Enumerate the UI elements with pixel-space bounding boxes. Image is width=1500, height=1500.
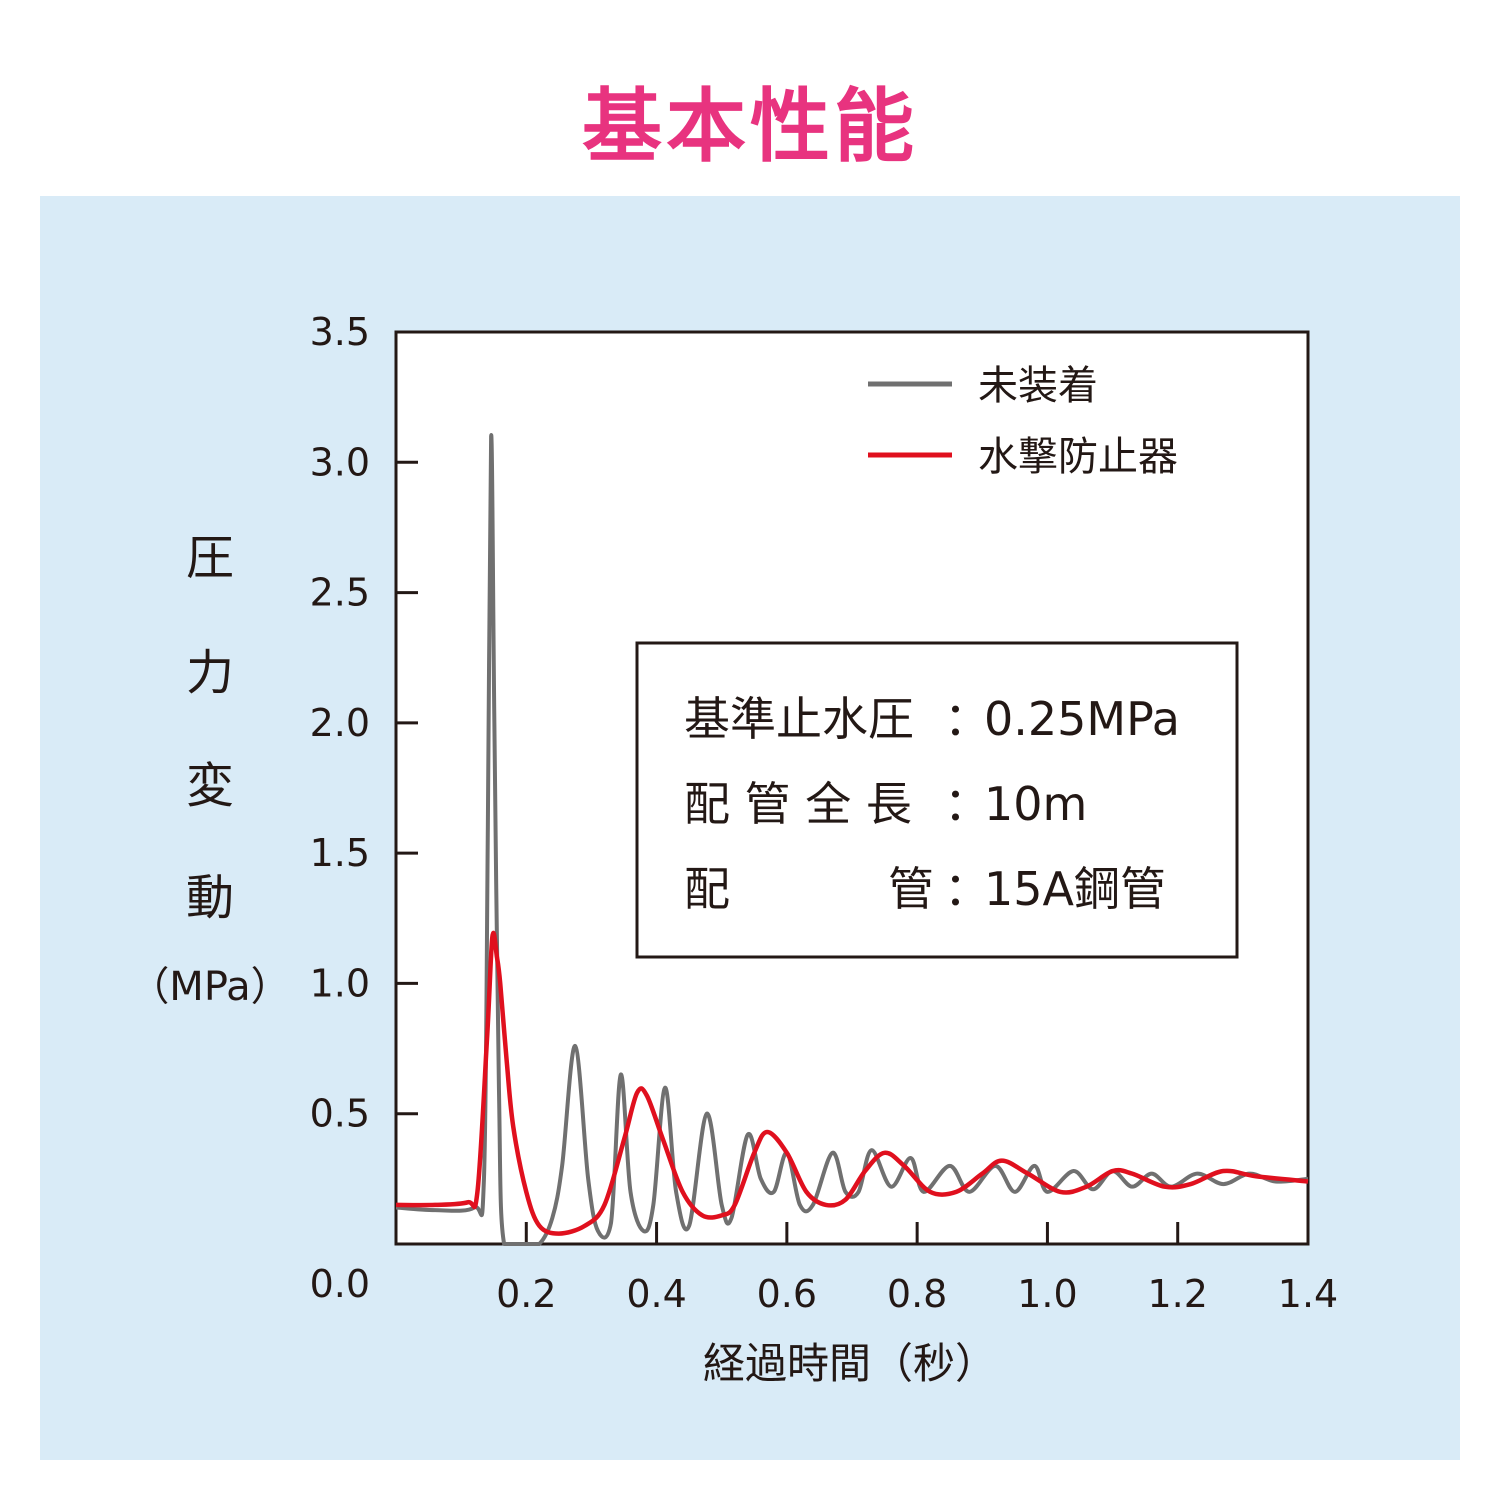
y-axis-title-char: 力 xyxy=(186,645,234,701)
info-sep: ： xyxy=(944,692,990,746)
x-tick-label: 0.6 xyxy=(757,1272,817,1316)
info-label-pipe-right: 管 xyxy=(888,862,934,916)
legend-label-arrester: 水撃防止器 xyxy=(978,434,1178,480)
info-label-stop-pressure: 基準止水圧 xyxy=(684,692,914,746)
info-value-pipe: 15A鋼管 xyxy=(984,862,1166,916)
info-value-pipe-length: 10m xyxy=(984,777,1087,831)
y-tick-label: 3.5 xyxy=(310,310,370,354)
legend: 未装着 水撃防止器 xyxy=(868,363,1178,480)
x-tick-label: 0.4 xyxy=(626,1272,686,1316)
x-tick-label: 0.2 xyxy=(496,1272,556,1316)
x-tick-label: 1.4 xyxy=(1278,1272,1338,1316)
y-tick-label: 1.0 xyxy=(310,961,370,1005)
y-axis-title-char: 動 xyxy=(186,870,234,926)
y-axis-title: 圧 力 変 動 （MPa） xyxy=(129,530,290,1010)
y-tick-label: 0.5 xyxy=(310,1092,370,1136)
x-axis-title: 経過時間（秒） xyxy=(703,1339,997,1388)
info-sep: ： xyxy=(944,862,990,916)
x-tick-label: 1.0 xyxy=(1017,1272,1077,1316)
y-tick-label: 3.0 xyxy=(310,440,370,484)
info-label-pipe-left: 配 xyxy=(684,862,730,916)
x-tick-label: 0.8 xyxy=(887,1272,947,1316)
info-box-frame xyxy=(635,641,1239,959)
info-value-stop-pressure: 0.25MPa xyxy=(984,692,1180,746)
page-title: 基本性能 xyxy=(582,80,918,173)
x-tick-label: 1.2 xyxy=(1147,1272,1207,1316)
series-line-arrester xyxy=(395,930,1309,1236)
y-axis-unit: （MPa） xyxy=(129,964,290,1010)
legend-label-untreated: 未装着 xyxy=(978,363,1098,409)
info-sep: ： xyxy=(944,777,990,831)
y-axis-title-char: 圧 xyxy=(186,530,234,586)
y-axis-title-char: 変 xyxy=(186,758,234,814)
y-tick-label: 2.5 xyxy=(310,571,370,615)
y-tick-label: 1.5 xyxy=(310,831,370,875)
info-box: 基準止水圧 ： 0.25MPa 配 管 全 長 ： 10m 配 管 ： 15A鋼… xyxy=(635,641,1239,959)
info-label-pipe-length: 配 管 全 長 xyxy=(684,777,912,831)
y-tick-label: 2.0 xyxy=(310,701,370,745)
y-tick-label: 0.0 xyxy=(310,1262,370,1306)
